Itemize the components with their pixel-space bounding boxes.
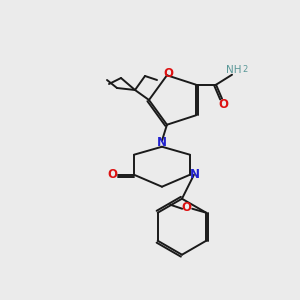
Text: O: O <box>181 201 191 214</box>
Text: NH: NH <box>226 65 242 75</box>
Text: O: O <box>163 67 173 80</box>
Text: O: O <box>218 98 228 111</box>
Text: N: N <box>190 168 200 181</box>
Text: N: N <box>157 136 167 149</box>
Text: 2: 2 <box>242 65 248 74</box>
Text: O: O <box>107 168 117 181</box>
